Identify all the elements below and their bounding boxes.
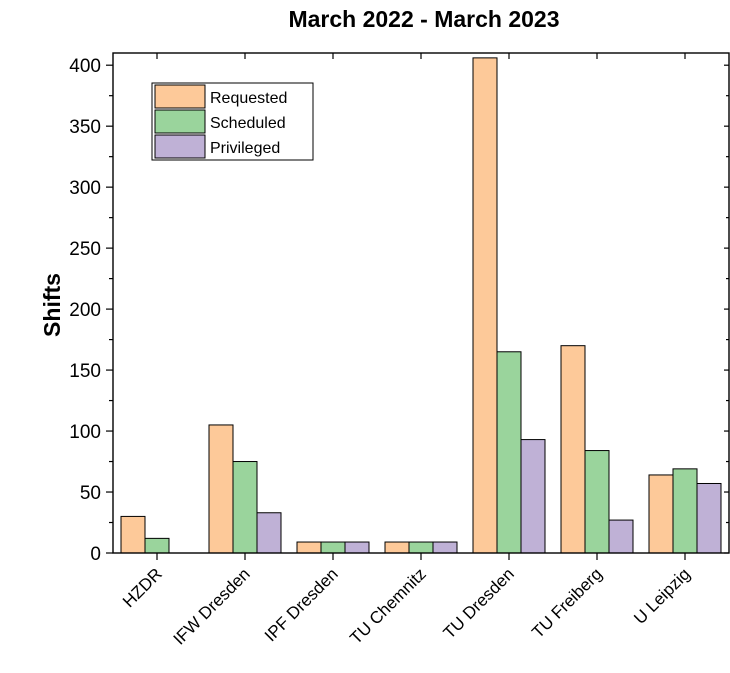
bar-privileged-tu-dresden — [520, 439, 546, 554]
legend-swatch-privileged — [154, 134, 206, 159]
y-tick-label: 350 — [69, 117, 101, 138]
y-tick-label: 300 — [69, 178, 101, 199]
bar-requested-tu-freiberg — [560, 345, 586, 554]
bar-privileged-u-leipzig — [696, 482, 722, 554]
legend-label-privileged: Privileged — [210, 140, 280, 157]
bar-requested-tu-dresden — [472, 57, 498, 554]
y-tick-label: 100 — [69, 422, 101, 443]
x-category-label: IFW Dresden — [170, 564, 254, 648]
bar-scheduled-tu-chemnitz — [408, 541, 434, 554]
bars-layer — [120, 57, 722, 554]
y-tick-label: 50 — [80, 483, 101, 504]
bar-scheduled-u-leipzig — [672, 468, 698, 554]
bar-scheduled-hzdr — [144, 537, 170, 554]
x-category-label: TU Chemnitz — [346, 564, 430, 648]
x-category-label: TU Dresden — [440, 564, 518, 642]
bar-scheduled-ipf-dresden — [320, 541, 346, 554]
bar-requested-tu-chemnitz — [384, 541, 410, 554]
y-tick-label: 0 — [90, 544, 101, 565]
x-category-label: IPF Dresden — [261, 564, 342, 645]
bar-requested-ipf-dresden — [296, 541, 322, 554]
legend-label-requested: Requested — [210, 90, 287, 107]
y-axis-label: Shifts — [39, 273, 65, 337]
chart-title: March 2022 - March 2023 — [288, 6, 559, 32]
bar-privileged-tu-freiberg — [608, 519, 634, 554]
y-tick-label: 400 — [69, 56, 101, 77]
legend: Requested Scheduled Privileged — [151, 82, 314, 161]
bar-scheduled-tu-freiberg — [584, 450, 610, 554]
y-tick-label: 200 — [69, 300, 101, 321]
bar-privileged-ipf-dresden — [344, 541, 370, 554]
legend-swatch-scheduled — [154, 109, 206, 134]
legend-label-scheduled: Scheduled — [210, 115, 286, 132]
bar-requested-hzdr — [120, 515, 146, 554]
bar-privileged-ifw-dresden — [256, 512, 282, 554]
y-tick-label: 150 — [69, 361, 101, 382]
bar-privileged-tu-chemnitz — [432, 541, 458, 554]
bar-scheduled-tu-dresden — [496, 351, 522, 554]
x-category-label: HZDR — [119, 564, 166, 611]
bar-scheduled-ifw-dresden — [232, 461, 258, 554]
y-tick-label: 250 — [69, 239, 101, 260]
x-category-label: TU Freiberg — [528, 564, 606, 642]
bar-requested-ifw-dresden — [208, 424, 234, 554]
bar-requested-u-leipzig — [648, 474, 674, 554]
x-category-label: U Leipzig — [630, 564, 694, 628]
legend-swatch-requested — [154, 84, 206, 109]
